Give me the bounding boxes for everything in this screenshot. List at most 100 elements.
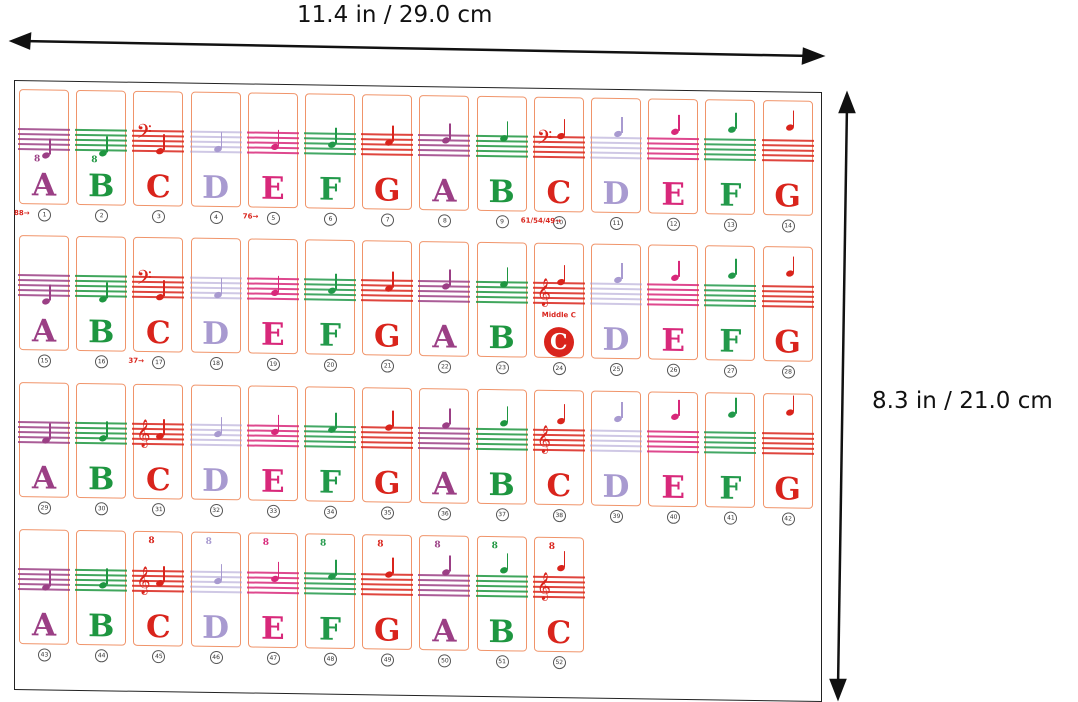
note-card: D 32 xyxy=(189,384,242,518)
staff-line xyxy=(475,579,528,583)
staff-line xyxy=(647,293,700,297)
staff-line xyxy=(761,290,814,293)
staff-line xyxy=(704,436,757,440)
note-letter: D xyxy=(202,609,230,647)
note-stem xyxy=(735,258,737,275)
staff-line xyxy=(647,157,700,161)
staff-line xyxy=(704,143,757,147)
staff-line xyxy=(590,287,642,291)
staff-line xyxy=(475,290,528,294)
octave-mark: 8 xyxy=(377,539,384,550)
staff-line xyxy=(361,299,414,302)
staff-line xyxy=(590,444,642,448)
note-letter: E xyxy=(260,316,285,354)
note-card: A 36 xyxy=(418,388,471,521)
note-stem xyxy=(506,267,509,284)
key-number-badge: 3 xyxy=(152,210,166,224)
key-number-badge: 11 xyxy=(610,216,623,231)
staff-lines xyxy=(475,427,528,454)
staff-line xyxy=(75,143,128,147)
staff-line xyxy=(189,130,242,134)
staff-line xyxy=(475,295,528,299)
staff-line xyxy=(189,590,242,594)
staff-line xyxy=(704,284,757,288)
middle-c-label: Middle C xyxy=(541,310,576,320)
note-stem xyxy=(735,397,737,414)
staff-line xyxy=(647,137,700,141)
staff-line xyxy=(647,288,700,292)
key-number-badge: 38 xyxy=(552,508,566,523)
key-number-badge: 7 xyxy=(381,213,395,227)
staff-line xyxy=(418,148,471,152)
staff-line xyxy=(590,434,642,438)
note-letter: B xyxy=(88,608,115,645)
staff-line xyxy=(304,137,356,141)
note-letter: C xyxy=(146,314,171,352)
key-number-badge: 17 xyxy=(152,356,166,370)
sticker-sheet: 8 A 1 88→ 8 B 2 𝄢 C 3 D 4 E 5 76→ F 6 G 7 A 8 B 9 𝄢 C 10 61/54/49→… xyxy=(14,80,822,702)
note-stem xyxy=(792,110,795,127)
note-card: F 20 xyxy=(304,239,356,372)
note-stem xyxy=(678,399,680,416)
note-letter: D xyxy=(602,468,630,506)
note-card: D 25 xyxy=(590,243,642,377)
note-letter: G xyxy=(774,324,801,361)
octave-mark: 8 xyxy=(205,536,212,547)
note-letter: C xyxy=(546,467,572,505)
note-card: A 43 xyxy=(18,529,70,662)
note-stem xyxy=(49,570,51,587)
staff-line xyxy=(304,440,356,444)
staff-line xyxy=(75,588,128,592)
staff-lines xyxy=(704,138,757,164)
staff-line xyxy=(361,593,414,596)
note-letter: G xyxy=(373,465,401,502)
note-card: D 18 xyxy=(189,237,242,371)
staff-line xyxy=(361,446,414,449)
staff-line xyxy=(590,297,642,301)
key-number-badge: 19 xyxy=(266,357,280,371)
note-letter: F xyxy=(318,317,341,354)
note-letter: B xyxy=(88,168,115,205)
staff-line xyxy=(304,582,356,586)
key-number-badge: 37 xyxy=(495,508,509,522)
key-number-badge: 48 xyxy=(324,652,337,666)
note-card: B 23 xyxy=(475,241,528,375)
staff-line xyxy=(75,279,128,283)
note-card: 8 G 49 xyxy=(361,534,414,667)
staff-lines xyxy=(18,274,70,300)
note-stem xyxy=(335,559,337,576)
key-number-badge: 2 xyxy=(95,209,109,223)
note-stem xyxy=(449,408,451,425)
staff-line xyxy=(18,421,70,424)
staff-line xyxy=(590,156,642,160)
note-stem xyxy=(106,421,108,438)
octave-mark: 8 xyxy=(434,540,441,551)
staff-line xyxy=(75,138,128,142)
staff-lines xyxy=(189,130,242,157)
note-card: F 13 xyxy=(704,99,757,232)
staff-line xyxy=(475,437,528,441)
staff-line xyxy=(647,147,700,151)
staff-line xyxy=(475,300,528,304)
staff-line xyxy=(475,584,528,588)
staff-line xyxy=(704,148,757,152)
staff-lines xyxy=(647,430,700,456)
note-letter: A xyxy=(432,613,457,650)
note-letter: G xyxy=(373,612,401,649)
key-number-badge: 20 xyxy=(324,358,337,372)
note-stem xyxy=(220,417,223,434)
staff-line xyxy=(704,158,757,162)
staff-line xyxy=(647,283,700,287)
note-stem xyxy=(621,263,623,280)
staff-line xyxy=(418,279,471,283)
staff-line xyxy=(704,289,757,293)
key-number-badge: 52 xyxy=(552,655,566,670)
staff-line xyxy=(647,142,700,146)
staff-line xyxy=(189,276,242,280)
staff-line xyxy=(647,450,700,454)
key-number-badge: 27 xyxy=(724,364,738,378)
staff-line xyxy=(704,138,757,142)
key-number-badge: 12 xyxy=(667,217,681,231)
octave-mark: 8 xyxy=(491,541,498,552)
note-letter: D xyxy=(202,315,230,353)
